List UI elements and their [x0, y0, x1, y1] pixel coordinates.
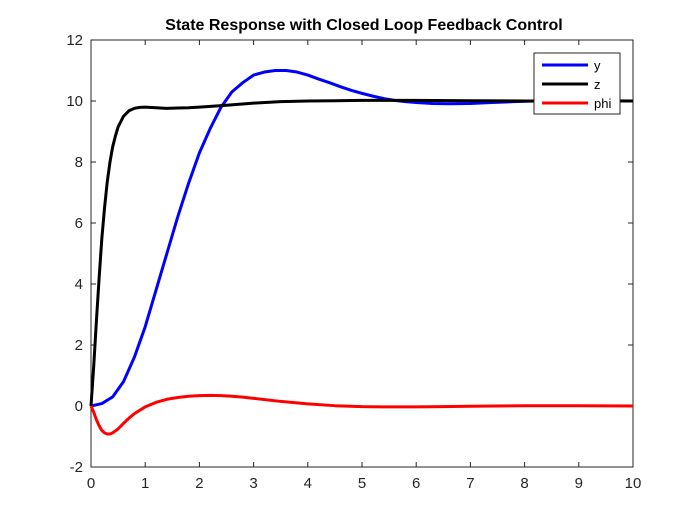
x-tick-label: 1 [141, 475, 149, 492]
y-tick-label: 0 [75, 398, 83, 415]
x-axis: 0 1 2 3 4 5 6 7 8 9 10 [87, 40, 642, 492]
y-tick-label: -2 [70, 459, 83, 476]
legend[interactable]: yz phi [533, 52, 621, 115]
x-tick-label: 10 [625, 475, 642, 492]
series-line-z [89, 98, 633, 407]
y-tick-label: 10 [66, 93, 83, 110]
x-tick-label: 2 [195, 475, 203, 492]
legend-label-y: y [594, 58, 601, 73]
y-tick-label: 12 [66, 32, 83, 49]
legend-label-z: z [594, 77, 601, 92]
x-tick-label: 3 [249, 475, 257, 492]
y-tick-label: 8 [75, 154, 83, 171]
series-line-y [90, 69, 634, 408]
x-tick-label: 4 [304, 475, 312, 492]
x-tick-label: 0 [87, 475, 95, 492]
x-tick-label: 8 [520, 475, 528, 492]
y-tick-label: 2 [75, 337, 83, 354]
series-line-phi [89, 393, 634, 436]
y-tick-label: 6 [75, 215, 83, 232]
x-tick-label: 5 [358, 475, 366, 492]
y-tick-label: 4 [75, 276, 83, 293]
chart-title: State Response with Closed Loop Feedback… [165, 17, 562, 34]
x-tick-label: 6 [412, 475, 420, 492]
x-tick-label: 9 [575, 475, 583, 492]
legend-label-phi: phi [594, 96, 611, 111]
series-lines [89, 69, 634, 436]
x-tick-label: 7 [466, 475, 474, 492]
